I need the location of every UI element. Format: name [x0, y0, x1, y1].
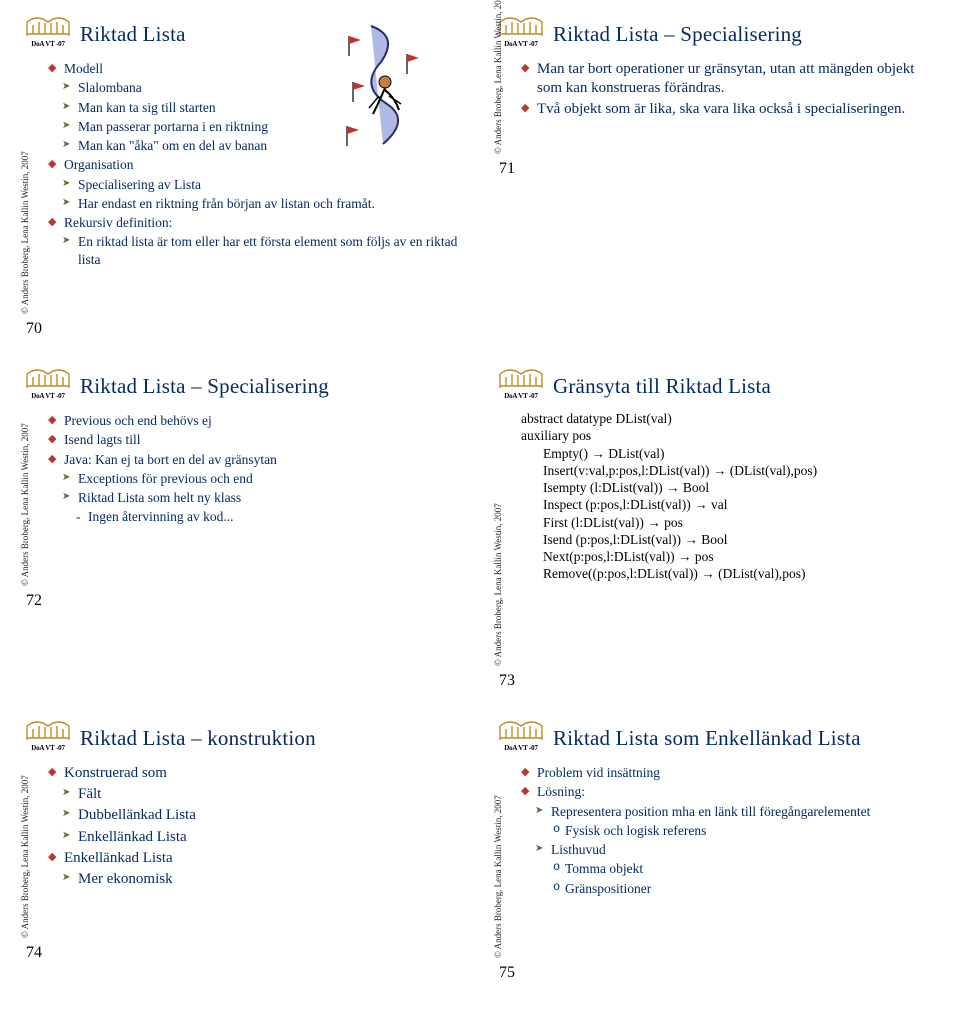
copyright-text: © Anders Broberg, Lena Kallin Westin, 20… [20, 423, 30, 586]
sidebar: © Anders Broberg, Lena Kallin Westin, 20… [495, 762, 521, 982]
slide-body: © Anders Broberg, Lena Kallin Westin, 20… [495, 410, 938, 690]
list-item: Representera position mha en länk till f… [521, 803, 934, 820]
list-item: Ingen återvinning av kod... [48, 508, 461, 525]
list-item: Listhuvud [521, 841, 934, 858]
list-item: Har endast en riktning från början av li… [48, 195, 461, 212]
bridge-icon [498, 16, 544, 38]
list-item: Empty() → DList(val) [521, 445, 934, 462]
slide-title: Gränsyta till Riktad Lista [553, 375, 771, 398]
sidebar: © Anders Broberg, Lena Kallin Westin, 20… [495, 410, 521, 690]
list-item: Två objekt som är lika, ska vara lika oc… [521, 100, 934, 119]
corner-caption: DoA VT -07 [31, 744, 65, 752]
bridge-icon [25, 16, 71, 38]
slide-content: abstract datatype DList(val)auxiliary po… [521, 410, 938, 690]
list-item: Problem vid insättning [521, 764, 934, 781]
slide-title: Riktad Lista som Enkellänkad Lista [553, 727, 861, 750]
corner-caption: DoA VT -07 [504, 40, 538, 48]
bridge-icon [498, 368, 544, 390]
slide-number: 72 [26, 592, 42, 610]
list-item: Next(p:pos,l:DList(val)) → pos [521, 548, 934, 565]
slide-body: © Anders Broberg, Lena Kallin Westin, 20… [495, 762, 938, 982]
list-item: First (l:DList(val)) → pos [521, 514, 934, 531]
slide-header: DoA VT -07 Riktad Lista som Enkellänkad L… [495, 720, 938, 752]
corner-caption: DoA VT -07 [504, 744, 538, 752]
list-item: Lösning: [521, 783, 934, 800]
list-item: Isempty (l:DList(val)) → Bool [521, 479, 934, 496]
list-item: Remove((p:pos,l:DList(val)) → (DList(val… [521, 565, 934, 582]
list-item: Dubbellänkad Lista [48, 806, 461, 825]
corner-caption: DoA VT -07 [31, 392, 65, 400]
slide-content: Konstruerad som Fält Dubbellänkad Lista Enk… [48, 762, 465, 962]
sidebar: © Anders Broberg, Lena Kallin Westin, 20… [22, 58, 48, 338]
slide-title: Riktad Lista – Specialisering [553, 23, 802, 46]
slide-header: DoA VT -07 Riktad Lista – Specialisering [22, 368, 465, 400]
copyright-text: © Anders Broberg, Lena Kallin Westin, 20… [20, 775, 30, 938]
slide: DoA VT -07 Riktad Lista – Specialisering ©… [16, 364, 471, 696]
bridge-icon [498, 720, 544, 742]
corner-logo: DoA VT -07 [22, 368, 74, 400]
list-item: Isend lagts till [48, 431, 461, 448]
slide-body: © Anders Broberg, Lena Kallin Westin, 20… [22, 762, 465, 962]
slide: DoA VT -07 Riktad Lista © Anders Broberg, … [16, 12, 471, 344]
slalom-illustration [329, 18, 425, 154]
slide-header: DoA VT -07 Riktad Lista – Specialisering [495, 16, 938, 48]
list-item: Man tar bort operationer ur gränsytan, u… [521, 60, 934, 98]
list-item: Previous och end behövs ej [48, 412, 461, 429]
slide-body: © Anders Broberg, Lena Kallin Westin, 20… [22, 410, 465, 610]
list-item: Inspect (p:pos,l:DList(val)) → val [521, 496, 934, 513]
copyright-text: © Anders Broberg, Lena Kallin Westin, 20… [493, 503, 503, 666]
slide-title: Riktad Lista – konstruktion [80, 727, 316, 750]
list-item: En riktad lista är tom eller har ett för… [48, 233, 461, 268]
slide-number: 70 [26, 320, 42, 338]
slide-content: Problem vid insättning Lösning: Represente… [521, 762, 938, 982]
list-item: Fysisk och logisk referens [521, 822, 934, 839]
corner-caption: DoA VT -07 [31, 40, 65, 48]
sidebar: © Anders Broberg, Lena Kallin Westin, 20… [495, 58, 521, 178]
sidebar: © Anders Broberg, Lena Kallin Westin, 20… [22, 410, 48, 610]
list-item: Enkellänkad Lista [48, 828, 461, 847]
slide-number: 71 [499, 160, 515, 178]
list-item: Isend (p:pos,l:DList(val)) → Bool [521, 531, 934, 548]
slide-number: 73 [499, 672, 515, 690]
list-item: Organisation [48, 156, 461, 173]
sidebar: © Anders Broberg, Lena Kallin Westin, 20… [22, 762, 48, 962]
list-item: Specialisering av Lista [48, 176, 461, 193]
slide-content: Man tar bort operationer ur gränsytan, u… [521, 58, 938, 178]
copyright-text: © Anders Broberg, Lena Kallin Westin, 20… [20, 151, 30, 314]
slide-number: 74 [26, 944, 42, 962]
list-item: Rekursiv definition: [48, 214, 461, 231]
list-item: Konstruerad som [48, 764, 461, 783]
list-item: Tomma objekt [521, 860, 934, 877]
slide-title: Riktad Lista – Specialisering [80, 375, 329, 398]
corner-logo: DoA VT -07 [22, 16, 74, 48]
slide: DoA VT -07 Riktad Lista – konstruktion © A… [16, 716, 471, 1016]
list-item: Fält [48, 785, 461, 804]
slide-header: DoA VT -07 Gränsyta till Riktad Lista [495, 368, 938, 400]
list-item: Enkellänkad Lista [48, 849, 461, 868]
slide: DoA VT -07 Gränsyta till Riktad Lista © An… [489, 364, 944, 696]
list-item: Java: Kan ej ta bort en del av gränsytan [48, 451, 461, 468]
list-item: Insert(v:val,p:pos,l:DList(val)) → (DLis… [521, 462, 934, 479]
slide: DoA VT -07 Riktad Lista som Enkellänkad L… [489, 716, 944, 1016]
slide-content: Previous och end behövs ej Isend lagts ti… [48, 410, 465, 610]
slide: DoA VT -07 Riktad Lista – Specialisering ©… [489, 12, 944, 344]
copyright-text: © Anders Broberg, Lena Kallin Westin, 20… [493, 0, 503, 154]
list-item: abstract datatype DList(val) [521, 410, 934, 427]
slide-header: DoA VT -07 Riktad Lista – konstruktion [22, 720, 465, 752]
slide-title: Riktad Lista [80, 23, 186, 46]
corner-logo: DoA VT -07 [495, 720, 547, 752]
bridge-icon [25, 368, 71, 390]
bridge-icon [25, 720, 71, 742]
list-item: Mer ekonomisk [48, 870, 461, 889]
list-item: Exceptions för previous och end [48, 470, 461, 487]
copyright-text: © Anders Broberg, Lena Kallin Westin, 20… [493, 795, 503, 958]
slide-body: © Anders Broberg, Lena Kallin Westin, 20… [495, 58, 938, 178]
list-item: Riktad Lista som helt ny klass [48, 489, 461, 506]
list-item: auxiliary pos [521, 427, 934, 444]
slide-number: 75 [499, 964, 515, 982]
corner-caption: DoA VT -07 [504, 392, 538, 400]
corner-logo: DoA VT -07 [22, 720, 74, 752]
list-item: Gränspositioner [521, 880, 934, 897]
corner-logo: DoA VT -07 [495, 368, 547, 400]
